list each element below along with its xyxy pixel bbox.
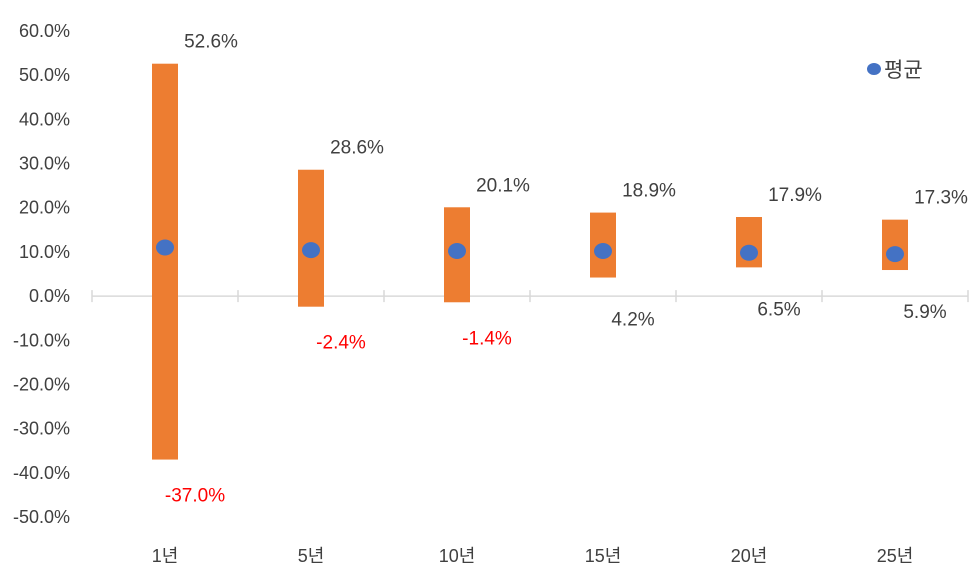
average-marker — [302, 242, 320, 259]
range-bar — [152, 63, 178, 460]
max-value-label: 17.9% — [768, 185, 822, 206]
x-category-label: 25년 — [877, 546, 914, 566]
y-tick-label: 40.0% — [19, 109, 70, 129]
x-category-label: 1년 — [152, 546, 179, 566]
min-value-label: -37.0% — [165, 486, 225, 507]
x-category-label: 15년 — [585, 546, 622, 566]
range-bar — [882, 219, 908, 271]
y-tick-label: -20.0% — [13, 374, 70, 394]
min-value-label: 6.5% — [757, 299, 800, 320]
average-marker — [156, 239, 174, 256]
average-marker — [448, 243, 466, 260]
average-marker — [594, 243, 612, 260]
legend-label-average: 평균 — [884, 58, 923, 82]
x-category-label: 20년 — [731, 546, 768, 566]
average-markers — [156, 239, 904, 263]
min-value-label: 4.2% — [611, 310, 654, 331]
average-marker — [886, 246, 904, 263]
max-value-label: 28.6% — [330, 138, 384, 159]
y-tick-label: 60.0% — [19, 21, 70, 41]
max-value-label: 52.6% — [184, 32, 238, 53]
y-tick-label: 10.0% — [19, 242, 70, 262]
y-tick-label: 30.0% — [19, 154, 70, 174]
y-tick-label: 20.0% — [19, 198, 70, 218]
data-labels: 52.6% -37.0% 28.6% -2.4% 20.1% -1.4% 18.9% 4.2%… — [165, 32, 968, 507]
min-value-label: 5.9% — [903, 302, 946, 323]
y-axis-tick-labels: 60.0% 50.0% 40.0% 30.0% 20.0% 10.0% 0.0% -10.0%… — [13, 21, 70, 527]
max-value-label: 17.3% — [914, 188, 968, 209]
y-tick-label: -30.0% — [13, 419, 70, 439]
x-axis-category-labels: 1년 5년 10년 15년 20년 25년 — [152, 546, 914, 566]
y-tick-label: -40.0% — [13, 463, 70, 483]
legend: 평균 — [867, 58, 923, 82]
legend-marker-average — [867, 63, 881, 75]
y-tick-label: 50.0% — [19, 65, 70, 85]
average-marker — [740, 244, 758, 261]
x-category-label: 10년 — [439, 546, 476, 566]
y-tick-label: -10.0% — [13, 330, 70, 350]
range-bar — [298, 169, 324, 307]
min-value-label: -2.4% — [316, 333, 366, 354]
range-bars — [152, 63, 908, 460]
max-value-label: 18.9% — [622, 181, 676, 202]
max-value-label: 20.1% — [476, 175, 530, 196]
min-value-label: -1.4% — [462, 328, 512, 349]
y-tick-label: -50.0% — [13, 507, 70, 527]
y-tick-label: 0.0% — [29, 286, 70, 306]
x-category-label: 5년 — [298, 546, 325, 566]
x-axis — [91, 290, 969, 303]
